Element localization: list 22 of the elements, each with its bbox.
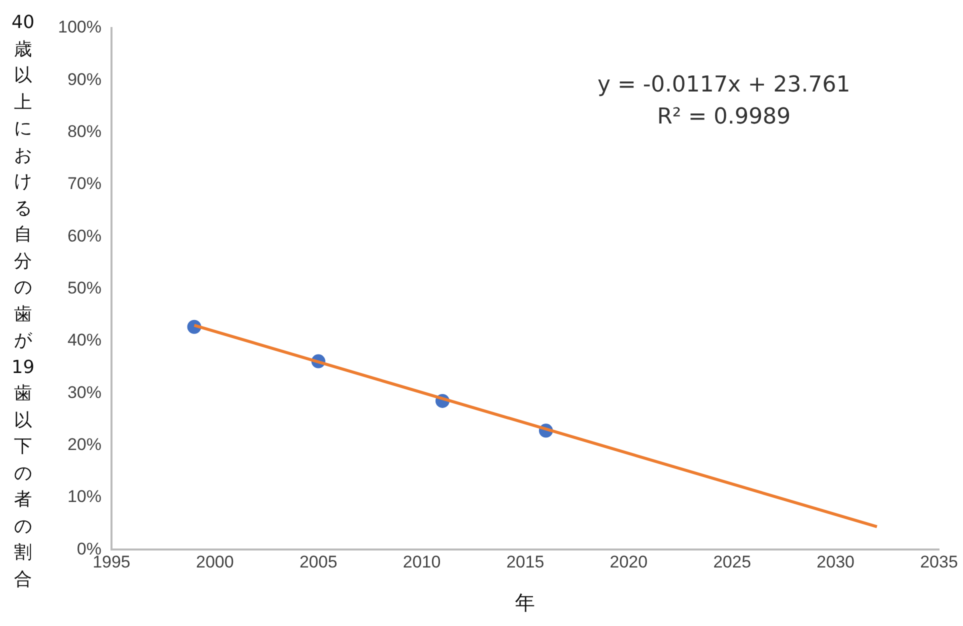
x-tick-label: 2025 (713, 552, 752, 572)
y-tick-label: 50% (67, 278, 102, 298)
y-tick-label: 30% (67, 382, 102, 402)
x-tick-label: 2015 (506, 552, 544, 572)
y-tick-label: 100% (58, 18, 102, 37)
x-tick-label: 2020 (610, 552, 648, 572)
x-tick-label: 2000 (196, 552, 234, 572)
annotation: y = -0.0117x + 23.761 (597, 72, 850, 98)
x-tick-label: 2005 (299, 552, 338, 572)
y-tick-label: 20% (67, 434, 102, 454)
y-tick-label: 90% (67, 70, 102, 89)
y-tick-label: 80% (67, 122, 102, 142)
text: 40歳以上における自分の歯が19歯以下の者の割合 (12, 12, 34, 590)
x-tick-label: 2010 (402, 552, 441, 572)
x-axis-title: 年 (515, 592, 536, 615)
x-tick-label: 2030 (816, 552, 854, 572)
x-tick-label: 2035 (920, 552, 958, 572)
y-tick-label: 40% (67, 330, 102, 350)
annotation: R² = 0.9989 (657, 104, 791, 130)
y-tick-label: 70% (67, 174, 102, 194)
y-tick-label: 60% (67, 226, 102, 246)
y-tick-label: 10% (67, 487, 102, 506)
